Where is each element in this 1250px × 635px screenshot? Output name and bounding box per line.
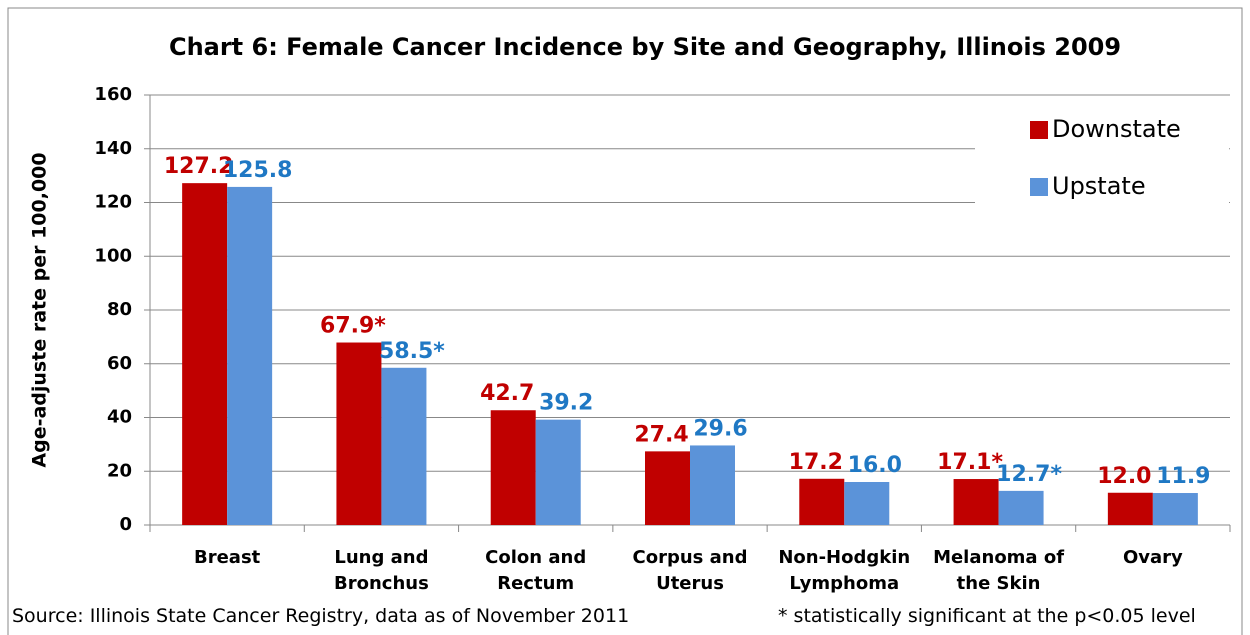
value-label: 27.4 (634, 422, 688, 447)
y-tick-label: 20 (107, 460, 132, 481)
value-label: 67.9* (320, 314, 386, 339)
bar (690, 445, 735, 525)
bar (953, 479, 999, 525)
y-tick-label: 100 (94, 245, 132, 266)
frame (7, 7, 1243, 635)
source: Source: Illinois State Cancer Registry, … (12, 605, 630, 627)
y-tick-label: 80 (107, 299, 132, 320)
y-tick-label: 140 (94, 138, 132, 159)
x-tick-label: Breast (194, 547, 261, 568)
x-tick-label: Lung and Bronchus (334, 547, 429, 594)
value-label: 39.2 (539, 391, 593, 416)
x-tick-label: Ovary (1122, 547, 1183, 568)
x-tick-label: Non-Hodgkin Lymphoma (778, 547, 911, 594)
legend-box (975, 96, 1229, 226)
x-tick-label: Melanoma of the Skin (933, 547, 1065, 594)
bar (182, 183, 228, 525)
chart-title: Chart 6: Female Cancer Incidence by Site… (169, 33, 1121, 61)
value-label: 127.2 (164, 154, 234, 179)
value-label: 17.1* (937, 450, 1003, 475)
legend-swatch (1030, 121, 1048, 139)
y-tick-label: 40 (107, 407, 132, 428)
bar (381, 367, 427, 525)
bar (799, 478, 845, 525)
y-tick-label: 60 (107, 353, 132, 374)
y-tick-label: 160 (94, 84, 132, 105)
x-tick-label: Colon and Rectum (485, 547, 587, 594)
value-label: 58.5* (379, 339, 445, 364)
legend-swatch (1030, 178, 1048, 196)
value-label: 12.0 (1097, 464, 1151, 489)
bar (998, 490, 1044, 525)
note: * statistically significant at the p<0.0… (778, 605, 1196, 627)
bar (227, 186, 273, 525)
value-label: 17.2 (789, 450, 843, 475)
bar (1152, 493, 1198, 525)
y-tick-label: 120 (94, 192, 132, 213)
legend-label: Downstate (1052, 115, 1181, 143)
bar (844, 482, 890, 525)
bar (1107, 492, 1153, 525)
y-tick-label: 0 (119, 514, 132, 535)
value-label: 42.7 (480, 381, 534, 406)
value-label: 12.7* (996, 462, 1062, 487)
value-label: 29.6 (693, 416, 747, 441)
value-label: 11.9 (1156, 464, 1210, 489)
bar (336, 342, 382, 525)
bar (645, 451, 690, 525)
legend-label: Upstate (1052, 172, 1146, 200)
x-tick-label: Corpus and Uterus (632, 547, 748, 594)
y-axis-label: Age-adjuste rate per 100,000 (29, 152, 51, 467)
bar (535, 419, 581, 525)
bar (490, 410, 536, 525)
value-label: 125.8 (223, 158, 293, 183)
value-label: 16.0 (848, 453, 902, 478)
